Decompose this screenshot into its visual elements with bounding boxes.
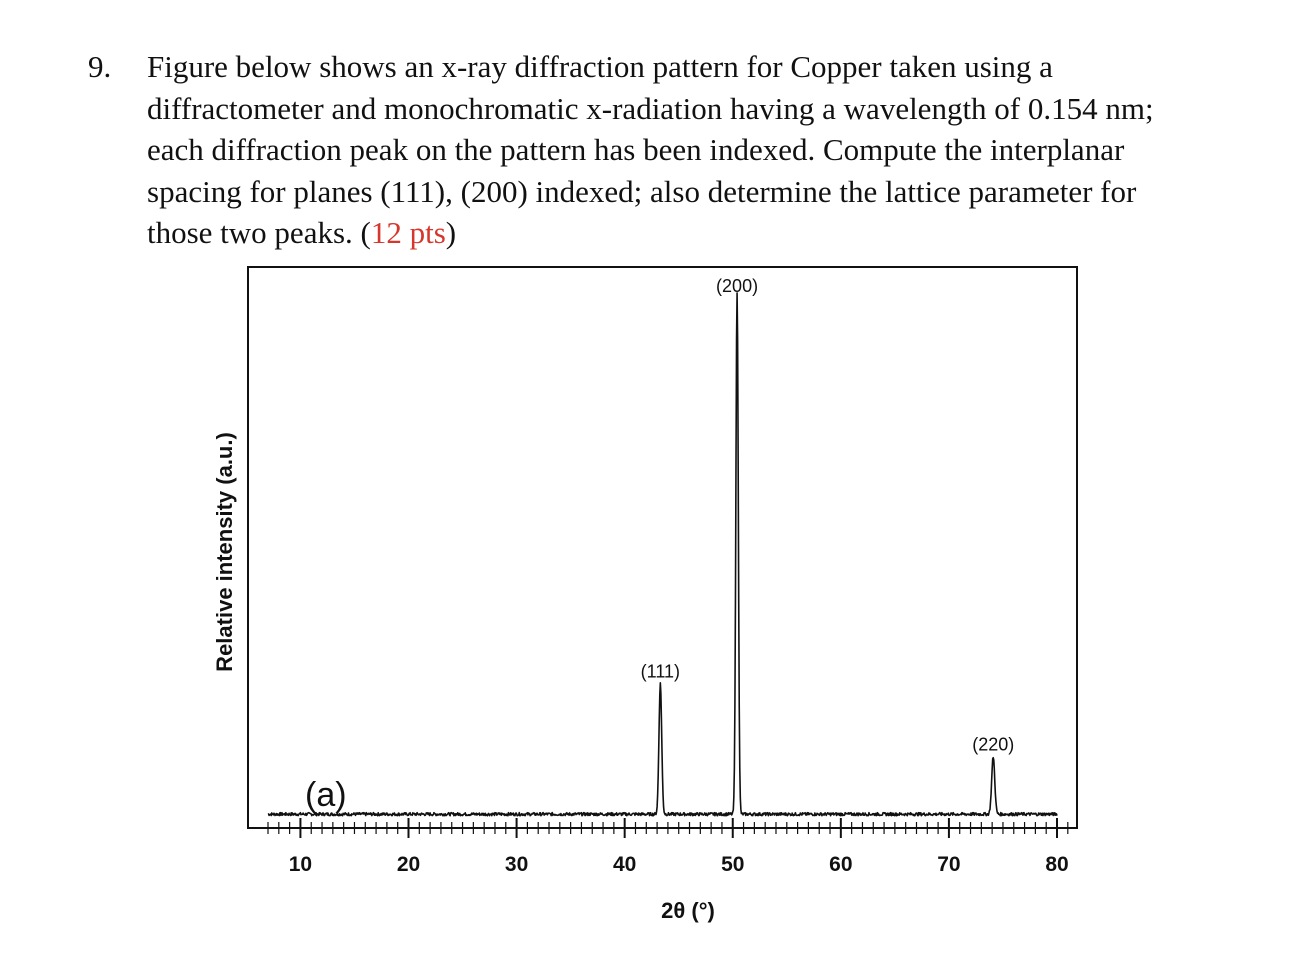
peak-labels: (111) (200) (220) xyxy=(641,276,1015,755)
x-tick-label: 80 xyxy=(1045,853,1068,876)
peak-label: (111) xyxy=(641,662,680,682)
question-line-5: those two peaks. (12 pts) xyxy=(147,212,1257,254)
plot-frame xyxy=(247,266,1078,829)
question-line-3: each diffraction peak on the pattern has… xyxy=(147,132,1125,167)
question-line-4: spacing for planes (111), (200) indexed;… xyxy=(147,173,1137,209)
question-text: Figure below shows an x-ray diffraction … xyxy=(147,46,1257,254)
x-axis-label: 2θ (°) xyxy=(661,898,715,923)
y-axis-label: Relative intensity (a.u.) xyxy=(212,432,237,672)
question-number: 9. xyxy=(88,49,112,84)
x-axis-ticks xyxy=(267,818,1069,838)
x-tick-label: 70 xyxy=(937,853,960,876)
x-tick-label: 40 xyxy=(613,853,636,876)
points-label: 12 pts xyxy=(370,215,446,250)
peak-label: (200) xyxy=(716,276,758,296)
x-tick-label: 50 xyxy=(721,853,744,876)
question-line-1: Figure below shows an x-ray diffraction … xyxy=(147,49,1053,84)
x-tick-label: 60 xyxy=(829,853,852,876)
x-tick-label: 20 xyxy=(397,853,420,876)
x-tick-label: 30 xyxy=(505,853,528,876)
peak-label: (220) xyxy=(972,735,1014,755)
question-line-2: diffractometer and monochromatic x-radia… xyxy=(147,90,1154,126)
panel-label: (a) xyxy=(305,776,347,814)
x-axis-tick-labels: 10 20 30 40 50 60 70 80 xyxy=(289,853,1069,876)
question-line-5-text: those two peaks. ( xyxy=(147,215,371,250)
x-tick-label: 10 xyxy=(289,853,312,876)
close-paren: ) xyxy=(445,215,457,250)
diffraction-pattern-line xyxy=(267,292,1058,817)
